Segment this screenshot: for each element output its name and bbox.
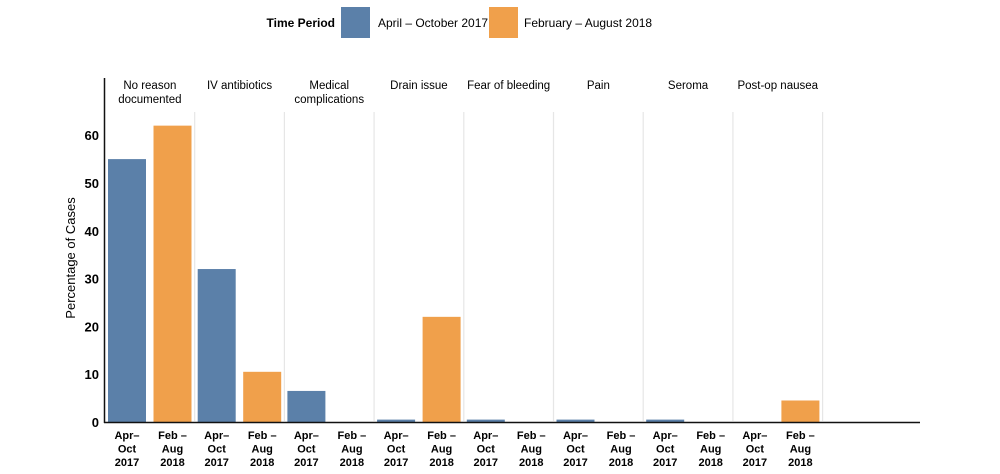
bar-feb-aug-2018 [153,125,192,422]
legend-swatch-2018 [489,7,518,38]
group-label: Post-op nausea [737,80,818,92]
bar-apr-oct-2017 [466,419,505,422]
y-tick-label: 10 [85,367,99,382]
group-labels: No reason documented IV antibiotics Medical… [118,80,818,106]
group-label: Seroma [668,80,709,92]
y-ticks: 0 10 20 30 40 50 60 [85,128,99,430]
bar-feb-aug-2018 [243,371,282,422]
group-label: No reason documented [118,80,181,106]
bar-category-labels: Apr– Oct 2017 Feb – Aug 2018 Apr– Oct 2017 Feb – A… [114,430,814,469]
bar-label-feb-aug-2018: Feb – Aug 2018 [517,430,546,469]
bar-apr-oct-2017 [197,269,236,422]
legend-label-2018: February – August 2018 [524,16,652,30]
bar-label-feb-aug-2018: Feb – Aug 2018 [786,430,815,469]
bar-label-apr-oct-2017: Apr– Oct 2017 [563,430,588,469]
y-tick-label: 40 [85,224,99,239]
y-tick-label: 60 [85,128,99,143]
legend-label-2017: April – October 2017 [378,16,488,30]
bar-apr-oct-2017 [108,159,146,422]
legend: Time Period April – October 2017 Februar… [267,7,652,38]
bar-label-apr-oct-2017: Apr– Oct 2017 [742,430,767,469]
y-tick-label: 20 [85,319,99,334]
bar-apr-oct-2017 [287,390,326,422]
y-tick-label: 30 [85,272,99,287]
bar-apr-oct-2017 [646,419,685,422]
group-label: Pain [587,80,610,92]
legend-swatch-2017 [341,7,370,38]
bar-feb-aug-2018 [781,400,820,422]
bar-label-apr-oct-2017: Apr– Oct 2017 [114,430,139,469]
bar-label-feb-aug-2018: Feb – Aug 2018 [607,430,636,469]
bar-label-feb-aug-2018: Feb – Aug 2018 [338,430,367,469]
axes: Percentage of Cases [63,78,920,424]
group-separators [194,112,824,421]
group-label: Drain issue [390,80,448,92]
bar-label-apr-oct-2017: Apr– Oct 2017 [473,430,498,469]
group-label: Fear of bleeding [467,80,550,92]
bars [108,125,820,422]
bar-label-feb-aug-2018: Feb – Aug 2018 [248,430,277,469]
y-tick-label: 0 [92,415,99,430]
y-axis-title: Percentage of Cases [63,197,78,319]
bar-apr-oct-2017 [377,419,416,422]
y-tick-label: 50 [85,176,99,191]
legend-title: Time Period [267,16,335,30]
bar-feb-aug-2018 [422,316,461,422]
group-label: IV antibiotics [207,80,272,92]
bar-label-apr-oct-2017: Apr– Oct 2017 [294,430,319,469]
bar-label-feb-aug-2018: Feb – Aug 2018 [696,430,725,469]
bar-apr-oct-2017 [556,419,595,422]
bar-label-apr-oct-2017: Apr– Oct 2017 [204,430,229,469]
bar-label-apr-oct-2017: Apr– Oct 2017 [384,430,409,469]
bar-label-apr-oct-2017: Apr– Oct 2017 [653,430,678,469]
bar-label-feb-aug-2018: Feb – Aug 2018 [158,430,187,469]
bar-label-feb-aug-2018: Feb – Aug 2018 [427,430,456,469]
group-label: Medical complications [294,80,364,106]
